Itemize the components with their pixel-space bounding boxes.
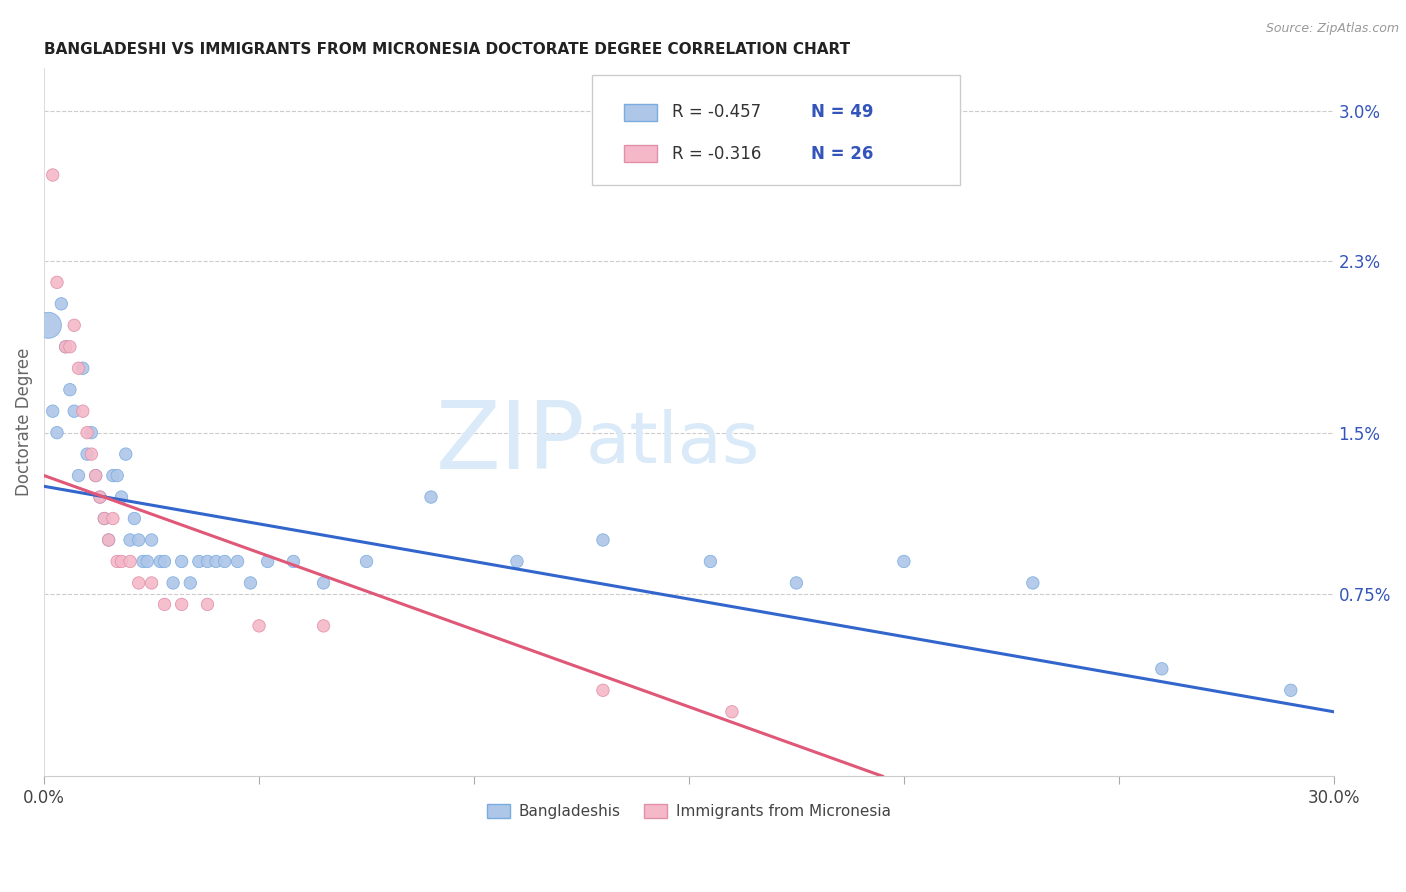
Point	[592, 683, 614, 698]
Point	[141, 576, 163, 591]
Point	[105, 468, 128, 483]
Point	[506, 554, 529, 568]
Point	[1150, 662, 1173, 676]
Point	[128, 576, 150, 591]
Point	[110, 490, 132, 504]
Point	[93, 511, 115, 525]
Point	[84, 468, 107, 483]
Point	[128, 533, 150, 547]
Point	[149, 554, 172, 568]
Point	[67, 361, 90, 376]
FancyBboxPatch shape	[624, 103, 657, 121]
Point	[239, 576, 262, 591]
Point	[187, 554, 209, 568]
Point	[420, 490, 443, 504]
Point	[101, 468, 124, 483]
Point	[101, 511, 124, 525]
Point	[153, 598, 176, 612]
Point	[120, 554, 142, 568]
Point	[312, 576, 335, 591]
Point	[179, 576, 201, 591]
Text: N = 49: N = 49	[811, 103, 875, 121]
Text: atlas: atlas	[586, 409, 761, 477]
Point	[785, 576, 807, 591]
Point	[141, 533, 163, 547]
Point	[120, 533, 142, 547]
Point	[97, 533, 120, 547]
Point	[197, 598, 219, 612]
Point	[41, 404, 63, 418]
Point	[197, 554, 219, 568]
FancyBboxPatch shape	[592, 75, 960, 185]
Point	[59, 340, 82, 354]
Point	[93, 511, 115, 525]
Point	[124, 511, 146, 525]
Point	[51, 297, 73, 311]
Point	[41, 168, 63, 182]
Text: BANGLADESHI VS IMMIGRANTS FROM MICRONESIA DOCTORATE DEGREE CORRELATION CHART: BANGLADESHI VS IMMIGRANTS FROM MICRONESI…	[44, 42, 851, 57]
Point	[63, 404, 86, 418]
Point	[55, 340, 77, 354]
Point	[256, 554, 278, 568]
Point	[72, 404, 94, 418]
Text: R = -0.457: R = -0.457	[672, 103, 761, 121]
Point	[46, 276, 69, 290]
Point	[80, 425, 103, 440]
Point	[76, 425, 98, 440]
Point	[89, 490, 111, 504]
Point	[37, 318, 59, 333]
Point	[170, 554, 193, 568]
Point	[72, 361, 94, 376]
Point	[1279, 683, 1302, 698]
Legend: Bangladeshis, Immigrants from Micronesia: Bangladeshis, Immigrants from Micronesia	[481, 798, 897, 825]
Point	[592, 533, 614, 547]
Point	[136, 554, 159, 568]
Point	[356, 554, 378, 568]
Point	[55, 340, 77, 354]
FancyBboxPatch shape	[624, 145, 657, 162]
Point	[132, 554, 155, 568]
Text: N = 26: N = 26	[811, 145, 875, 162]
Point	[1022, 576, 1045, 591]
Point	[67, 468, 90, 483]
Text: R = -0.316: R = -0.316	[672, 145, 762, 162]
Point	[46, 425, 69, 440]
Text: Source: ZipAtlas.com: Source: ZipAtlas.com	[1265, 22, 1399, 36]
Point	[110, 554, 132, 568]
Point	[89, 490, 111, 504]
Y-axis label: Doctorate Degree: Doctorate Degree	[15, 348, 32, 496]
Point	[283, 554, 305, 568]
Point	[226, 554, 249, 568]
Point	[76, 447, 98, 461]
Point	[170, 598, 193, 612]
Point	[59, 383, 82, 397]
Point	[63, 318, 86, 333]
Point	[105, 554, 128, 568]
Point	[80, 447, 103, 461]
Point	[721, 705, 744, 719]
Point	[97, 533, 120, 547]
Point	[699, 554, 721, 568]
Point	[114, 447, 136, 461]
Point	[153, 554, 176, 568]
Point	[893, 554, 915, 568]
Point	[214, 554, 236, 568]
Text: ZIP: ZIP	[436, 397, 586, 489]
Point	[84, 468, 107, 483]
Point	[312, 619, 335, 633]
Point	[162, 576, 184, 591]
Point	[247, 619, 270, 633]
Point	[205, 554, 228, 568]
